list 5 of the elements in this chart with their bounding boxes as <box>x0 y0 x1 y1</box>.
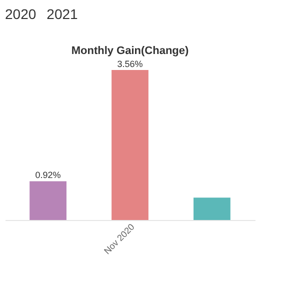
chart-title: Monthly Gain(Change) <box>71 45 189 57</box>
text: 2021 <box>46 6 78 22</box>
data-label: 3.56% <box>117 59 143 69</box>
data-label: 0.92% <box>35 170 61 180</box>
text: 2020 <box>5 6 36 22</box>
